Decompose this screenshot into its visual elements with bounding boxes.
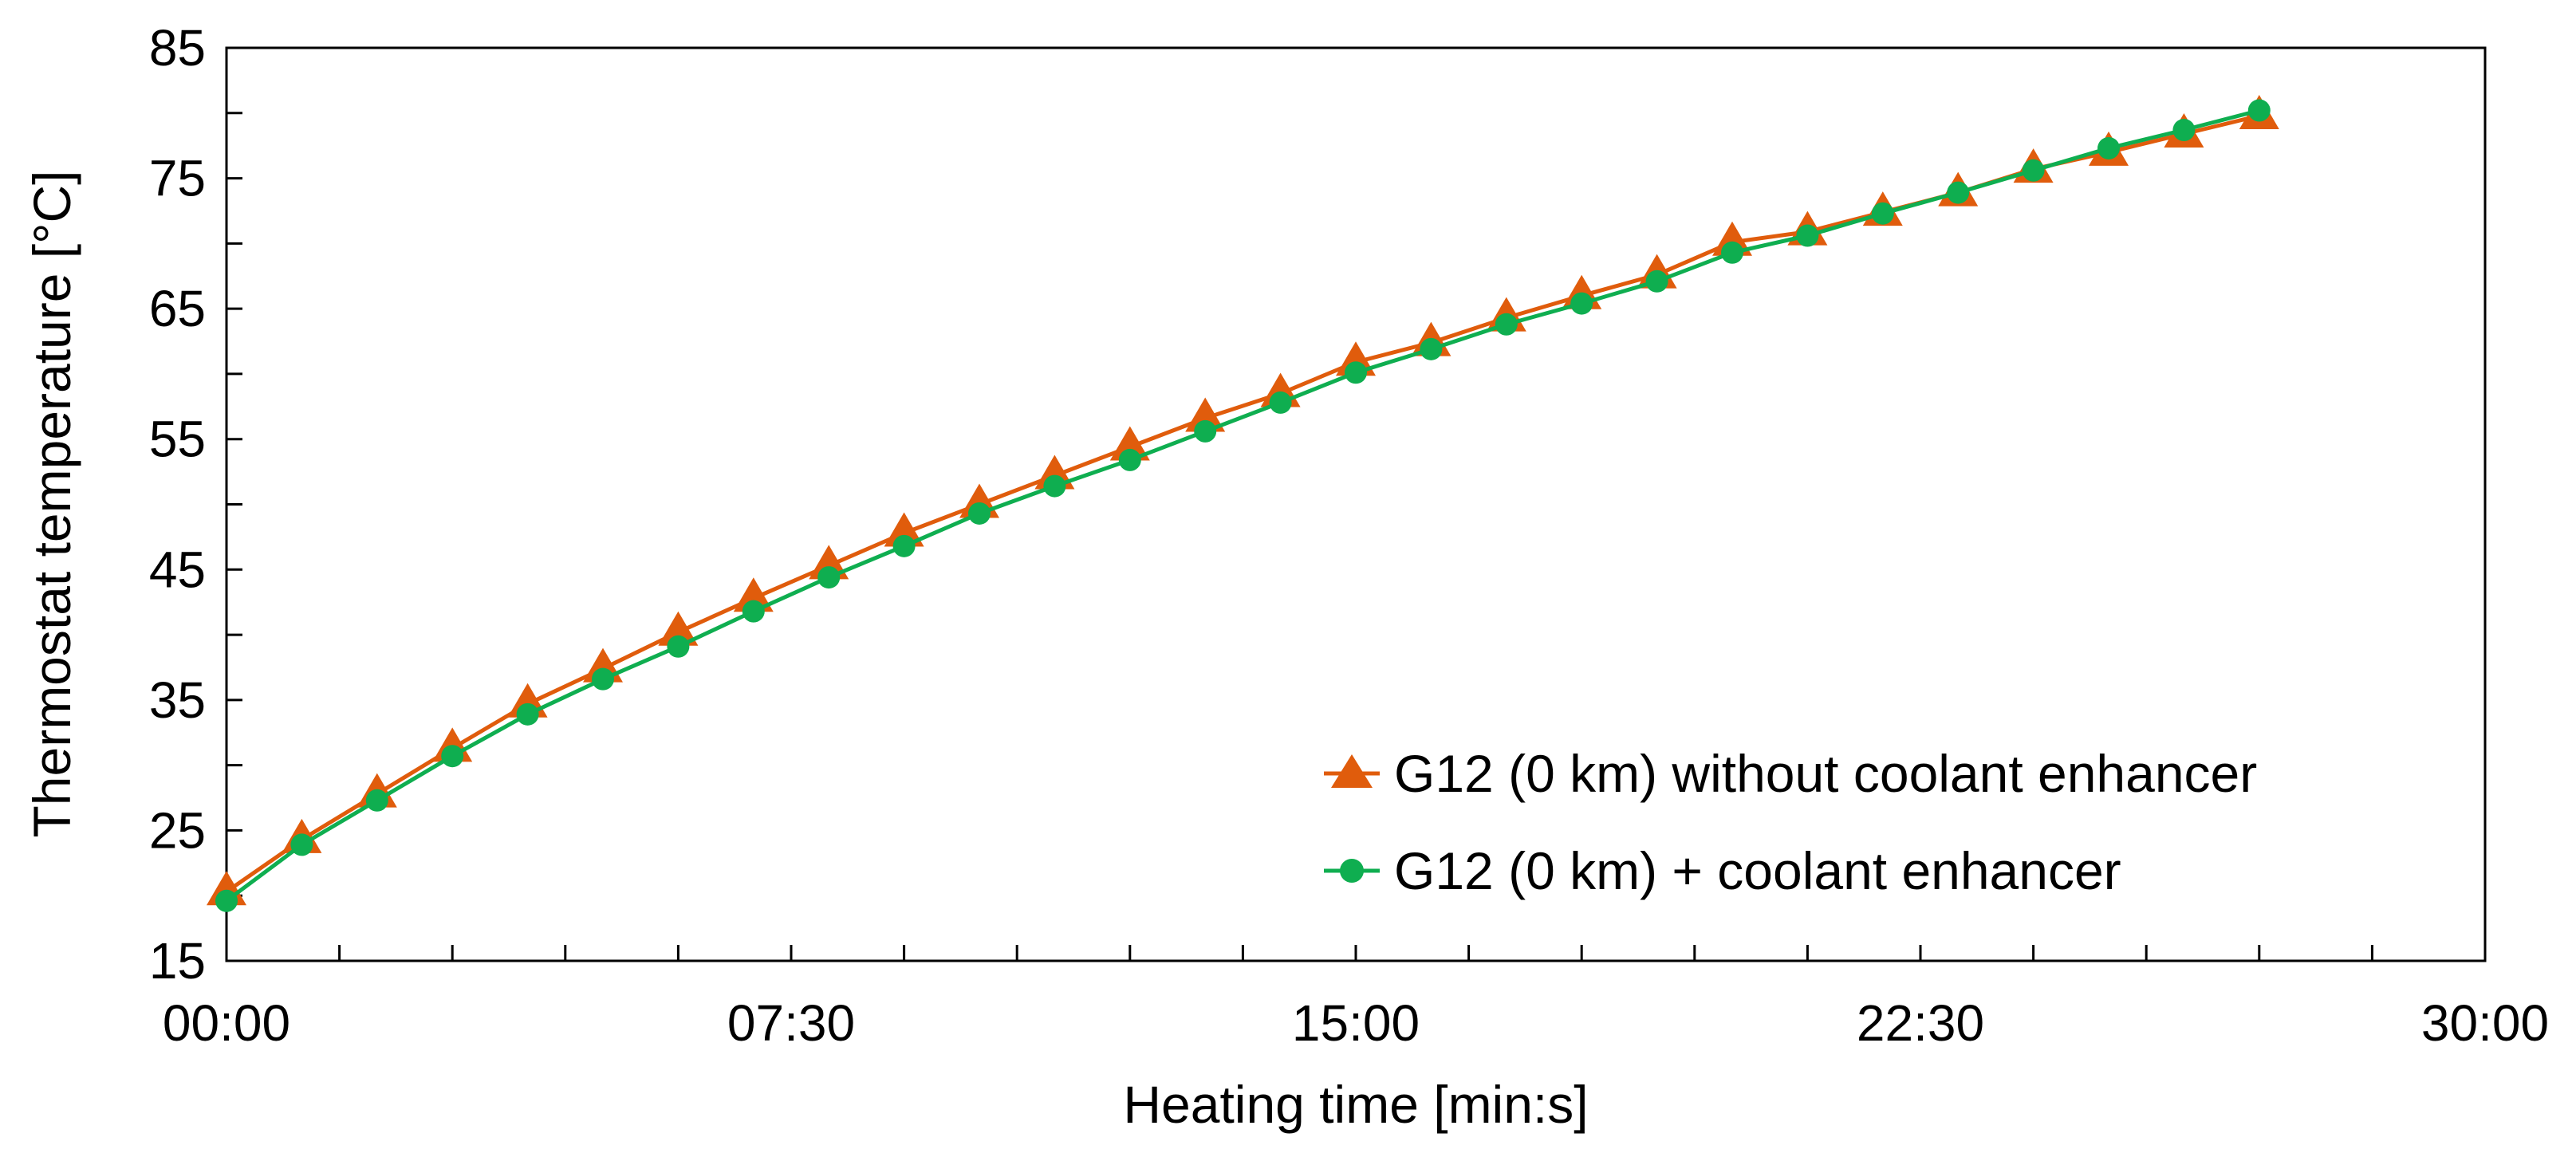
series-line [225, 108, 2260, 903]
data-point-circle [1570, 292, 1593, 315]
x-tick-label: 15:00 [1292, 994, 1420, 1052]
x-axis-tick-labels: 00:00 07:30 15:00 22:30 30:00 [163, 994, 2549, 1052]
data-point-circle [1345, 361, 1367, 384]
data-point-triangle [1336, 341, 1376, 376]
x-axis-title: Heating time [min:s] [1123, 1075, 1588, 1134]
legend: G12 (0 km) without coolant enhancer G12 … [1324, 744, 2257, 900]
data-point-circle [592, 667, 614, 691]
y-tick-label: 85 [149, 19, 206, 77]
data-point-circle [2247, 99, 2271, 122]
legend-circle-marker [1340, 859, 1364, 883]
data-point-triangle [884, 512, 924, 547]
data-point-circle [365, 789, 388, 812]
data-point-circle [2172, 119, 2196, 142]
y-axis-tick-labels: 15 25 35 45 55 65 75 85 [149, 19, 206, 990]
y-axis-title: Thermostat temperature [°C] [22, 170, 81, 837]
x-tick-label: 00:00 [163, 994, 290, 1052]
data-point-triangle [733, 577, 774, 612]
data-point-triangle [1109, 426, 1150, 461]
y-tick-label: 75 [149, 150, 206, 207]
data-point-circle [1495, 313, 1518, 336]
legend-triangle-marker [1331, 754, 1373, 788]
data-point-circle [1871, 202, 1894, 225]
data-point-triangle [1712, 221, 1752, 256]
x-tick-label: 30:00 [2421, 994, 2549, 1052]
data-point-circle [516, 702, 539, 726]
x-axis-ticks [338, 945, 2373, 961]
series-layer [207, 95, 2279, 912]
data-point-circle [1721, 241, 1743, 264]
data-point-circle [667, 635, 690, 658]
data-point-circle [1420, 337, 1443, 360]
data-point-circle [441, 745, 464, 768]
data-point-circle [215, 889, 238, 912]
legend-label-without-enhancer: G12 (0 km) without coolant enhancer [1394, 744, 2257, 803]
x-tick-label: 07:30 [727, 994, 855, 1052]
data-point-triangle [809, 545, 849, 580]
y-axis-ticks [226, 112, 242, 897]
data-point-circle [1269, 391, 1292, 414]
data-point-circle [1043, 474, 1066, 498]
data-point-circle [1118, 448, 1141, 471]
series-with-enhancer [215, 99, 2271, 912]
data-point-triangle [658, 611, 699, 646]
data-point-circle [2097, 136, 2120, 159]
data-point-circle [1194, 419, 1217, 443]
data-point-circle [290, 833, 313, 856]
plot-area-frame [225, 46, 2487, 962]
data-point-circle [1645, 270, 1668, 293]
data-point-circle [1947, 181, 1970, 204]
y-tick-label: 55 [149, 411, 206, 468]
data-point-circle [1796, 224, 1819, 247]
data-point-triangle [1185, 397, 1226, 432]
data-point-circle [2022, 159, 2045, 182]
y-tick-label: 25 [149, 801, 206, 859]
data-point-circle [742, 600, 765, 623]
y-tick-label: 65 [149, 280, 206, 337]
data-point-circle [817, 566, 841, 589]
y-tick-label: 45 [149, 541, 206, 598]
data-point-circle [968, 502, 991, 525]
x-tick-label: 22:30 [1857, 994, 1984, 1052]
y-tick-label: 35 [149, 671, 206, 729]
legend-label-with-enhancer: G12 (0 km) + coolant enhancer [1394, 841, 2121, 900]
y-tick-label: 15 [149, 932, 206, 990]
data-point-circle [892, 534, 916, 557]
